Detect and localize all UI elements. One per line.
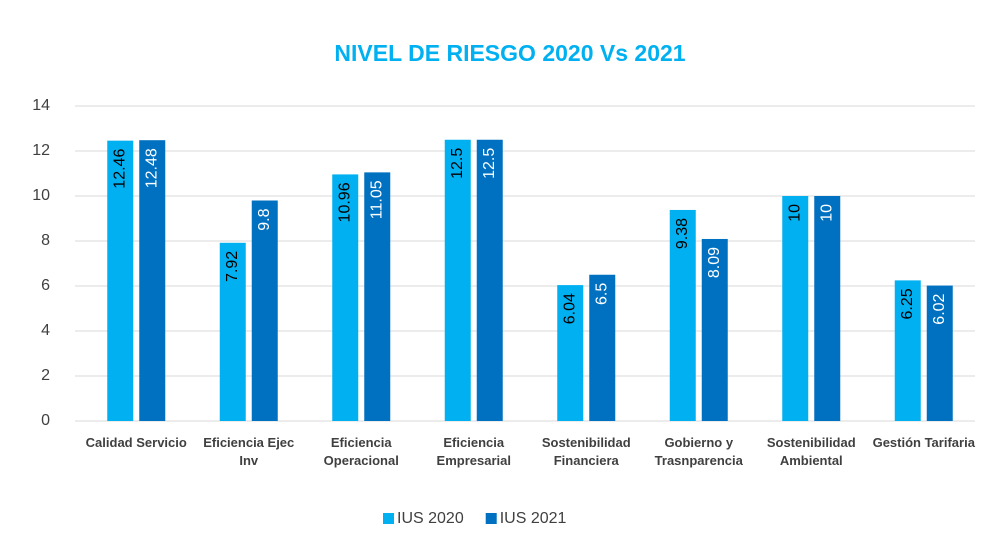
bar	[701, 238, 728, 421]
legend-label: IUS 2021	[500, 510, 567, 527]
value-label: 6.02	[931, 293, 948, 324]
y-tick-label: 12	[32, 142, 50, 159]
bar	[589, 274, 616, 421]
y-tick-label: 14	[32, 97, 50, 114]
value-label: 12.5	[449, 148, 466, 179]
value-label: 9.8	[256, 208, 273, 230]
y-tick-label: 2	[41, 367, 50, 384]
bar	[557, 285, 584, 421]
legend-swatch	[383, 513, 394, 524]
y-tick-label: 4	[41, 322, 50, 339]
bar	[894, 280, 921, 421]
chart-title: NIVEL DE RIESGO 2020 Vs 2021	[334, 40, 685, 66]
bar	[332, 174, 359, 421]
y-tick-label: 0	[41, 412, 50, 429]
value-label: 8.09	[706, 247, 723, 278]
legend-swatch	[485, 513, 497, 524]
legend-label: IUS 2020	[397, 510, 464, 527]
value-label: 10	[786, 204, 803, 222]
value-label: 10.96	[336, 182, 353, 222]
x-tick-label: Eficiencia Operacional	[323, 435, 399, 468]
value-label: 6.5	[593, 283, 610, 305]
x-tick-label: Sostenibilidad Ambiental	[766, 435, 856, 468]
y-tick-label: 8	[41, 232, 50, 249]
bar	[476, 139, 503, 421]
value-label: 12.48	[143, 148, 160, 188]
value-label: 6.25	[899, 288, 916, 319]
x-tick-label: Gobierno y Trasnparencia	[654, 435, 743, 468]
value-label: 7.92	[224, 251, 241, 282]
y-tick-label: 6	[41, 277, 50, 294]
bar	[251, 200, 278, 421]
value-label: 12.5	[481, 148, 498, 179]
x-tick-label: Gestión Tarifaria	[872, 435, 975, 450]
bar	[926, 285, 953, 421]
value-label: 10	[818, 204, 835, 222]
bar	[107, 140, 134, 421]
bar	[364, 172, 391, 421]
value-label: 9.38	[674, 218, 691, 249]
bar	[139, 140, 166, 421]
bar	[444, 139, 471, 421]
x-tick-label: Sostenibilidad Financiera	[541, 435, 631, 468]
x-tick-label: Eficiencia Ejec Inv	[203, 435, 295, 468]
bar	[219, 242, 246, 421]
value-label: 12.46	[111, 149, 128, 189]
bar	[669, 209, 696, 421]
y-tick-label: 10	[32, 187, 50, 204]
bar	[782, 196, 809, 421]
value-label: 6.04	[561, 293, 578, 324]
value-label: 11.05	[368, 180, 385, 219]
x-tick-label: Calidad Servicio	[85, 435, 187, 450]
bar	[814, 196, 841, 421]
x-tick-label: Eficiencia Empresarial	[436, 435, 511, 468]
